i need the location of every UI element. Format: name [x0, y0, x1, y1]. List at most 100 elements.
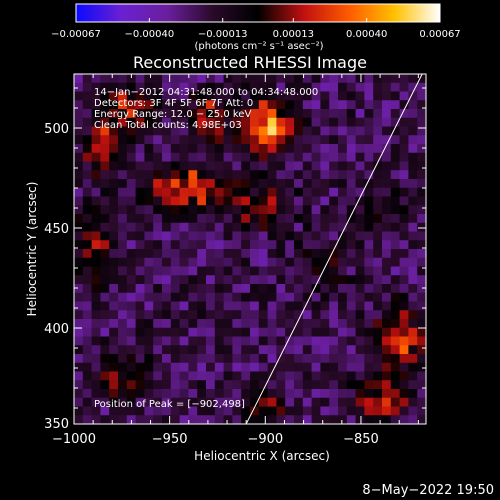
heatmap-cell	[170, 345, 180, 355]
heatmap-cell	[311, 214, 321, 224]
heatmap-cell	[206, 187, 216, 197]
heatmap-cell	[417, 275, 427, 285]
heatmap-cell	[417, 222, 427, 232]
heatmap-cell	[250, 205, 260, 215]
heatmap-cell	[126, 100, 136, 110]
heatmap-cell	[153, 354, 163, 364]
heatmap-cell	[399, 345, 409, 355]
heatmap-cell	[373, 415, 383, 425]
heatmap-cell	[179, 389, 189, 399]
heatmap-cell	[241, 389, 251, 399]
heatmap-cell	[417, 319, 427, 329]
heatmap-cell	[346, 117, 356, 127]
heatmap-cell	[258, 362, 268, 372]
heatmap-cell	[74, 117, 84, 127]
heatmap-cell	[126, 310, 136, 320]
heatmap-cell	[346, 179, 356, 189]
heatmap-cell	[329, 179, 339, 189]
heatmap-cell	[91, 144, 101, 154]
heatmap-cell	[197, 397, 207, 407]
heatmap-cell	[276, 257, 286, 267]
heatmap-cell	[373, 336, 383, 346]
heatmap-cell	[241, 301, 251, 311]
heatmap-cell	[382, 336, 392, 346]
heatmap-cell	[188, 82, 198, 92]
heatmap-cell	[320, 126, 330, 136]
heatmap-cell	[364, 179, 374, 189]
heatmap-cell	[417, 187, 427, 197]
heatmap-cell	[364, 266, 374, 276]
heatmap-cell	[329, 310, 339, 320]
heatmap-cell	[82, 336, 92, 346]
heatmap-cell	[276, 380, 286, 390]
heatmap-cell	[355, 109, 365, 119]
heatmap-cell	[206, 275, 216, 285]
heatmap-cell	[91, 415, 101, 425]
heatmap-cell	[408, 397, 418, 407]
heatmap-cell	[302, 231, 312, 241]
heatmap-cell	[285, 144, 295, 154]
heatmap-cell	[382, 240, 392, 250]
heatmap-cell	[91, 345, 101, 355]
heatmap-cell	[320, 161, 330, 171]
heatmap-cell	[135, 362, 145, 372]
heatmap-cell	[294, 196, 304, 206]
heatmap-cell	[100, 161, 110, 171]
heatmap-cell	[408, 275, 418, 285]
heatmap-cell	[382, 389, 392, 399]
heatmap-cell	[232, 144, 242, 154]
heatmap-cell	[74, 100, 84, 110]
heatmap-cell	[250, 397, 260, 407]
heatmap-cell	[241, 354, 251, 364]
heatmap-cell	[214, 187, 224, 197]
heatmap-cell	[258, 170, 268, 180]
heatmap-cell	[162, 345, 172, 355]
heatmap-cell	[390, 319, 400, 329]
heatmap-cell	[250, 389, 260, 399]
heatmap-cell	[373, 100, 383, 110]
heatmap-cell	[109, 310, 119, 320]
heatmap-cell	[118, 406, 128, 416]
heatmap-cell	[390, 152, 400, 162]
heatmap-cell	[91, 301, 101, 311]
heatmap-cell	[320, 179, 330, 189]
heatmap-cell	[109, 301, 119, 311]
colorbar-gradient	[75, 3, 441, 23]
heatmap-cell	[74, 319, 84, 329]
heatmap-cell	[294, 284, 304, 294]
heatmap-cell	[170, 327, 180, 337]
heatmap-cell	[153, 91, 163, 101]
heatmap-cell	[338, 345, 348, 355]
heatmap-cell	[223, 179, 233, 189]
heatmap-cell	[373, 231, 383, 241]
heatmap-cell	[179, 327, 189, 337]
heatmap-cell	[100, 371, 110, 381]
heatmap-cell	[197, 179, 207, 189]
heatmap-cell	[276, 117, 286, 127]
heatmap-cell	[399, 74, 409, 84]
heatmap-cell	[276, 301, 286, 311]
heatmap-cell	[144, 74, 154, 84]
heatmap-cell	[214, 249, 224, 259]
heatmap-cell	[118, 161, 128, 171]
heatmap-cell	[126, 187, 136, 197]
heatmap-cell	[91, 292, 101, 302]
heatmap-cell	[118, 249, 128, 259]
heatmap-cell	[223, 310, 233, 320]
heatmap-cell	[100, 91, 110, 101]
heatmap-cell	[170, 187, 180, 197]
heatmap-cell	[302, 275, 312, 285]
heatmap-cell	[241, 292, 251, 302]
heatmap-cell	[100, 275, 110, 285]
heatmap-cell	[329, 126, 339, 136]
heatmap-cell	[364, 152, 374, 162]
heatmap-cell	[346, 336, 356, 346]
heatmap-cell	[109, 222, 119, 232]
heatmap-cell	[399, 117, 409, 127]
heatmap-cell	[118, 310, 128, 320]
heatmap-cell	[82, 231, 92, 241]
heatmap-cell	[223, 354, 233, 364]
heatmap-cell	[214, 292, 224, 302]
heatmap-cell	[91, 354, 101, 364]
heatmap-cell	[294, 117, 304, 127]
